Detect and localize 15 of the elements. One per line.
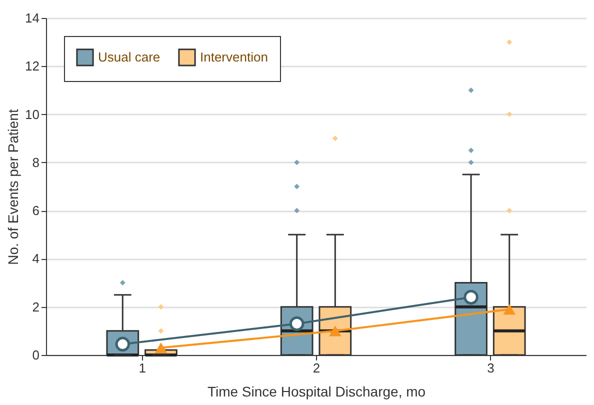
x-tick-label: 2 xyxy=(312,360,320,376)
y-axis-title: No. of Events per Patient xyxy=(5,109,22,265)
y-tick-label: 0 xyxy=(32,348,40,362)
y-tick-label: 6 xyxy=(32,203,40,218)
y-tick-label: 4 xyxy=(32,251,40,266)
x-tick-label: 1 xyxy=(138,360,146,376)
x-tick-label: 3 xyxy=(487,360,494,376)
legend-label: Intervention xyxy=(200,49,268,64)
y-tick-label: 10 xyxy=(25,106,40,122)
x-axis-title: Time Since Hospital Discharge, mo xyxy=(207,384,426,400)
y-tick-label: 14 xyxy=(25,10,40,26)
legend-label: Usual care xyxy=(98,49,160,64)
y-tick-label: 12 xyxy=(25,58,40,74)
y-tick-label: 8 xyxy=(32,154,40,170)
y-tick-label: 2 xyxy=(32,299,40,314)
